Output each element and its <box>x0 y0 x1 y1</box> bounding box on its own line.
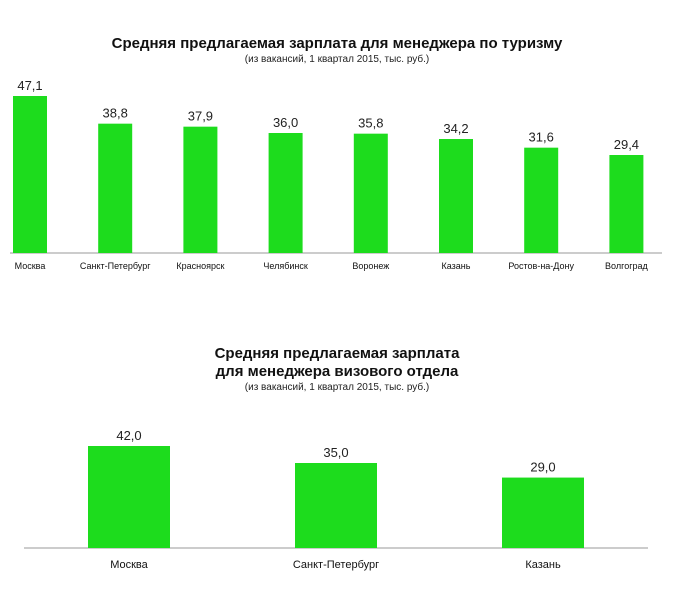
bar <box>353 133 388 253</box>
data-label: 38,8 <box>103 106 128 121</box>
bar <box>295 463 377 548</box>
data-label: 35,8 <box>358 116 383 131</box>
bar <box>524 147 559 253</box>
chart-title-line-1: Средняя предлагаемая зарплата <box>214 345 460 362</box>
bar <box>98 123 133 254</box>
data-label: 47,1 <box>17 78 42 93</box>
chart-title-line-2: для менеджера визового отдела <box>215 363 459 380</box>
bar <box>439 139 473 253</box>
data-label: 35,0 <box>323 445 348 460</box>
category-label: Казань <box>442 261 471 271</box>
category-label: Казань <box>525 559 561 571</box>
data-label: 36,0 <box>273 115 298 130</box>
bar <box>183 126 218 253</box>
category-label: Волгоград <box>605 261 648 271</box>
data-label: 31,6 <box>529 130 554 145</box>
category-label: Санкт-Петербург <box>80 261 151 271</box>
bar <box>13 96 47 253</box>
category-label: Челябинск <box>263 261 307 271</box>
chart-title: Средняя предлагаемая зарплата для менедж… <box>111 35 563 52</box>
data-label: 37,9 <box>188 109 213 124</box>
bar <box>609 155 644 253</box>
bar-chart-tourism: 47,1 Москва 38,8 Санкт-Петербург 37,9 Красноя… <box>10 78 662 271</box>
category-label: Красноярск <box>176 261 224 271</box>
chart-subtitle: (из вакансий, 1 квартал 2015, тыс. руб.) <box>244 54 430 65</box>
chart-subtitle: (из вакансий, 1 квартал 2015, тыс. руб.) <box>244 382 430 393</box>
data-label: 29,4 <box>614 137 639 152</box>
chart-tourism-manager: Средняя предлагаемая зарплата для менедж… <box>0 0 674 290</box>
bar <box>502 477 584 548</box>
category-label: Санкт-Петербург <box>293 559 379 571</box>
category-label: Ростов-на-Дону <box>508 261 574 271</box>
category-label: Москва <box>15 261 46 271</box>
bar <box>88 446 170 548</box>
data-label: 34,2 <box>443 121 468 136</box>
category-label: Москва <box>110 559 148 571</box>
chart-visa-manager: Средняя предлагаемая зарплата для менедж… <box>0 335 674 585</box>
data-label: 29,0 <box>530 460 555 475</box>
bar-chart-visa: 42,0 Москва 35,0 Санкт-Петербург 29,0 Казань <box>24 428 648 571</box>
category-label: Воронеж <box>352 261 389 271</box>
data-label: 42,0 <box>116 428 141 443</box>
bar <box>268 133 303 253</box>
